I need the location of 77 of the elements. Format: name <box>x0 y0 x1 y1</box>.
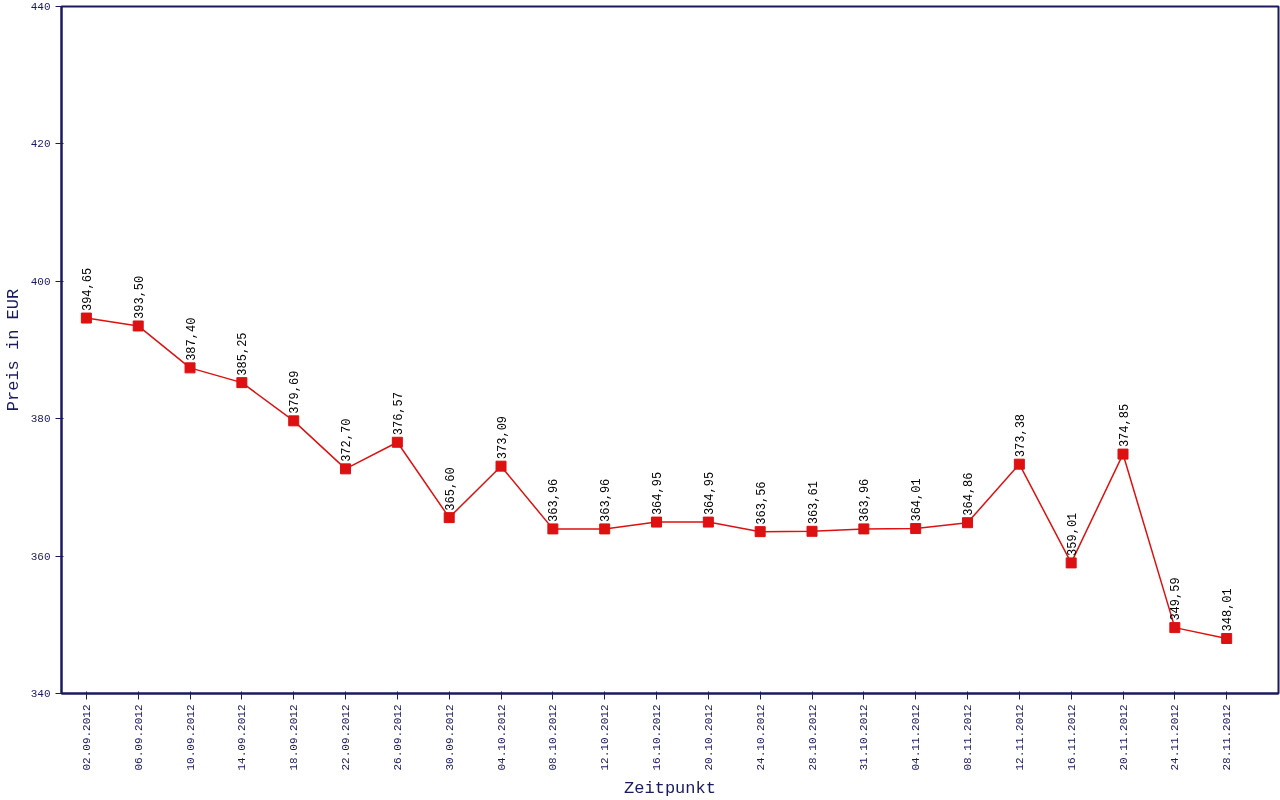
point <box>1117 448 1129 460</box>
data-label: 363,96 <box>599 478 614 522</box>
data-label: 393,50 <box>132 275 147 319</box>
data-label: 379,69 <box>288 370 303 414</box>
data-label: 376,57 <box>391 392 406 436</box>
data-label: 372,70 <box>340 418 355 462</box>
point <box>702 516 714 528</box>
point <box>80 312 92 324</box>
x-tick-label: 16.10.2012 <box>651 704 664 771</box>
data-label: 374,85 <box>1117 403 1132 448</box>
point <box>236 377 248 389</box>
point <box>1169 622 1181 634</box>
data-label: 373,09 <box>495 415 510 460</box>
data-label: 373,38 <box>1013 413 1028 458</box>
x-tick-label: 08.10.2012 <box>547 704 560 771</box>
point <box>340 463 352 475</box>
data-label: 385,25 <box>236 332 251 376</box>
point <box>1221 632 1233 644</box>
data-label: 394,65 <box>80 267 95 312</box>
point <box>1013 458 1025 470</box>
x-tick-label: 10.09.2012 <box>184 704 197 771</box>
x-tick-label: 12.11.2012 <box>1013 704 1026 771</box>
x-tick-label: 20.11.2012 <box>1117 704 1130 771</box>
x-tick-label: 26.09.2012 <box>391 704 404 771</box>
y-tick-label: 340 <box>30 688 51 700</box>
data-label: 387,40 <box>184 317 199 361</box>
x-axis-title: Zeitpunkt <box>624 778 716 798</box>
data-label: 349,59 <box>1169 577 1184 621</box>
point <box>599 523 611 535</box>
x-tick-label: 22.09.2012 <box>340 704 353 771</box>
data-label: 364,86 <box>962 472 977 516</box>
data-label: 363,56 <box>754 481 769 525</box>
data-label: 363,96 <box>858 478 873 522</box>
x-tick-label: 12.10.2012 <box>599 704 612 771</box>
point <box>962 517 974 529</box>
data-label: 359,01 <box>1065 512 1080 556</box>
point <box>858 523 870 535</box>
x-tick-label: 20.10.2012 <box>702 704 715 771</box>
point <box>443 512 455 524</box>
x-tick-label: 18.09.2012 <box>288 704 301 771</box>
x-tick-label: 24.11.2012 <box>1169 704 1182 771</box>
point <box>288 415 300 427</box>
y-tick-label: 360 <box>30 550 51 563</box>
point <box>806 525 818 537</box>
point <box>391 436 403 448</box>
point <box>547 523 559 535</box>
x-tick-label: 31.10.2012 <box>858 704 871 771</box>
x-tick-label: 28.10.2012 <box>806 704 819 771</box>
y-tick-label: 400 <box>30 275 51 288</box>
x-tick-label: 06.09.2012 <box>132 704 145 771</box>
y-tick-label: 380 <box>30 413 51 426</box>
data-label: 348,01 <box>1221 588 1236 632</box>
point <box>1065 557 1077 569</box>
data-label: 364,95 <box>651 471 666 516</box>
point <box>132 320 144 332</box>
data-label: 363,61 <box>806 481 821 525</box>
y-axis-title: Preis in EUR <box>3 288 23 412</box>
data-label: 364,01 <box>910 478 925 522</box>
x-tick-label: 14.09.2012 <box>236 704 249 771</box>
x-tick-label: 28.11.2012 <box>1221 704 1234 771</box>
x-tick-label: 16.11.2012 <box>1065 704 1078 771</box>
x-tick-label: 04.11.2012 <box>910 704 923 771</box>
point <box>495 460 507 472</box>
y-tick-label: 420 <box>30 138 51 151</box>
data-label: 365,60 <box>443 467 458 511</box>
point <box>184 362 196 374</box>
point <box>754 526 766 538</box>
point <box>651 516 663 528</box>
x-tick-label: 24.10.2012 <box>754 704 767 771</box>
y-tick-label: 440 <box>30 1 51 13</box>
x-tick-label: 30.09.2012 <box>443 704 456 771</box>
x-tick-label: 02.09.2012 <box>80 704 93 771</box>
data-label: 364,95 <box>702 471 717 516</box>
point <box>910 523 922 535</box>
x-tick-label: 08.11.2012 <box>962 704 975 771</box>
data-label: 363,96 <box>547 478 562 522</box>
x-tick-label: 04.10.2012 <box>495 704 508 771</box>
